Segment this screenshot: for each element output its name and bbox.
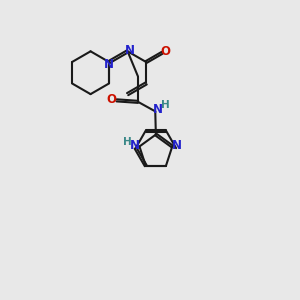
Text: H: H [161, 100, 170, 110]
Text: N: N [104, 58, 114, 71]
Text: N: N [130, 140, 140, 152]
Text: H: H [123, 137, 131, 147]
Text: O: O [161, 45, 171, 58]
Text: N: N [125, 44, 135, 57]
Text: N: N [153, 103, 163, 116]
Text: N: N [172, 140, 182, 152]
Text: O: O [106, 93, 116, 106]
